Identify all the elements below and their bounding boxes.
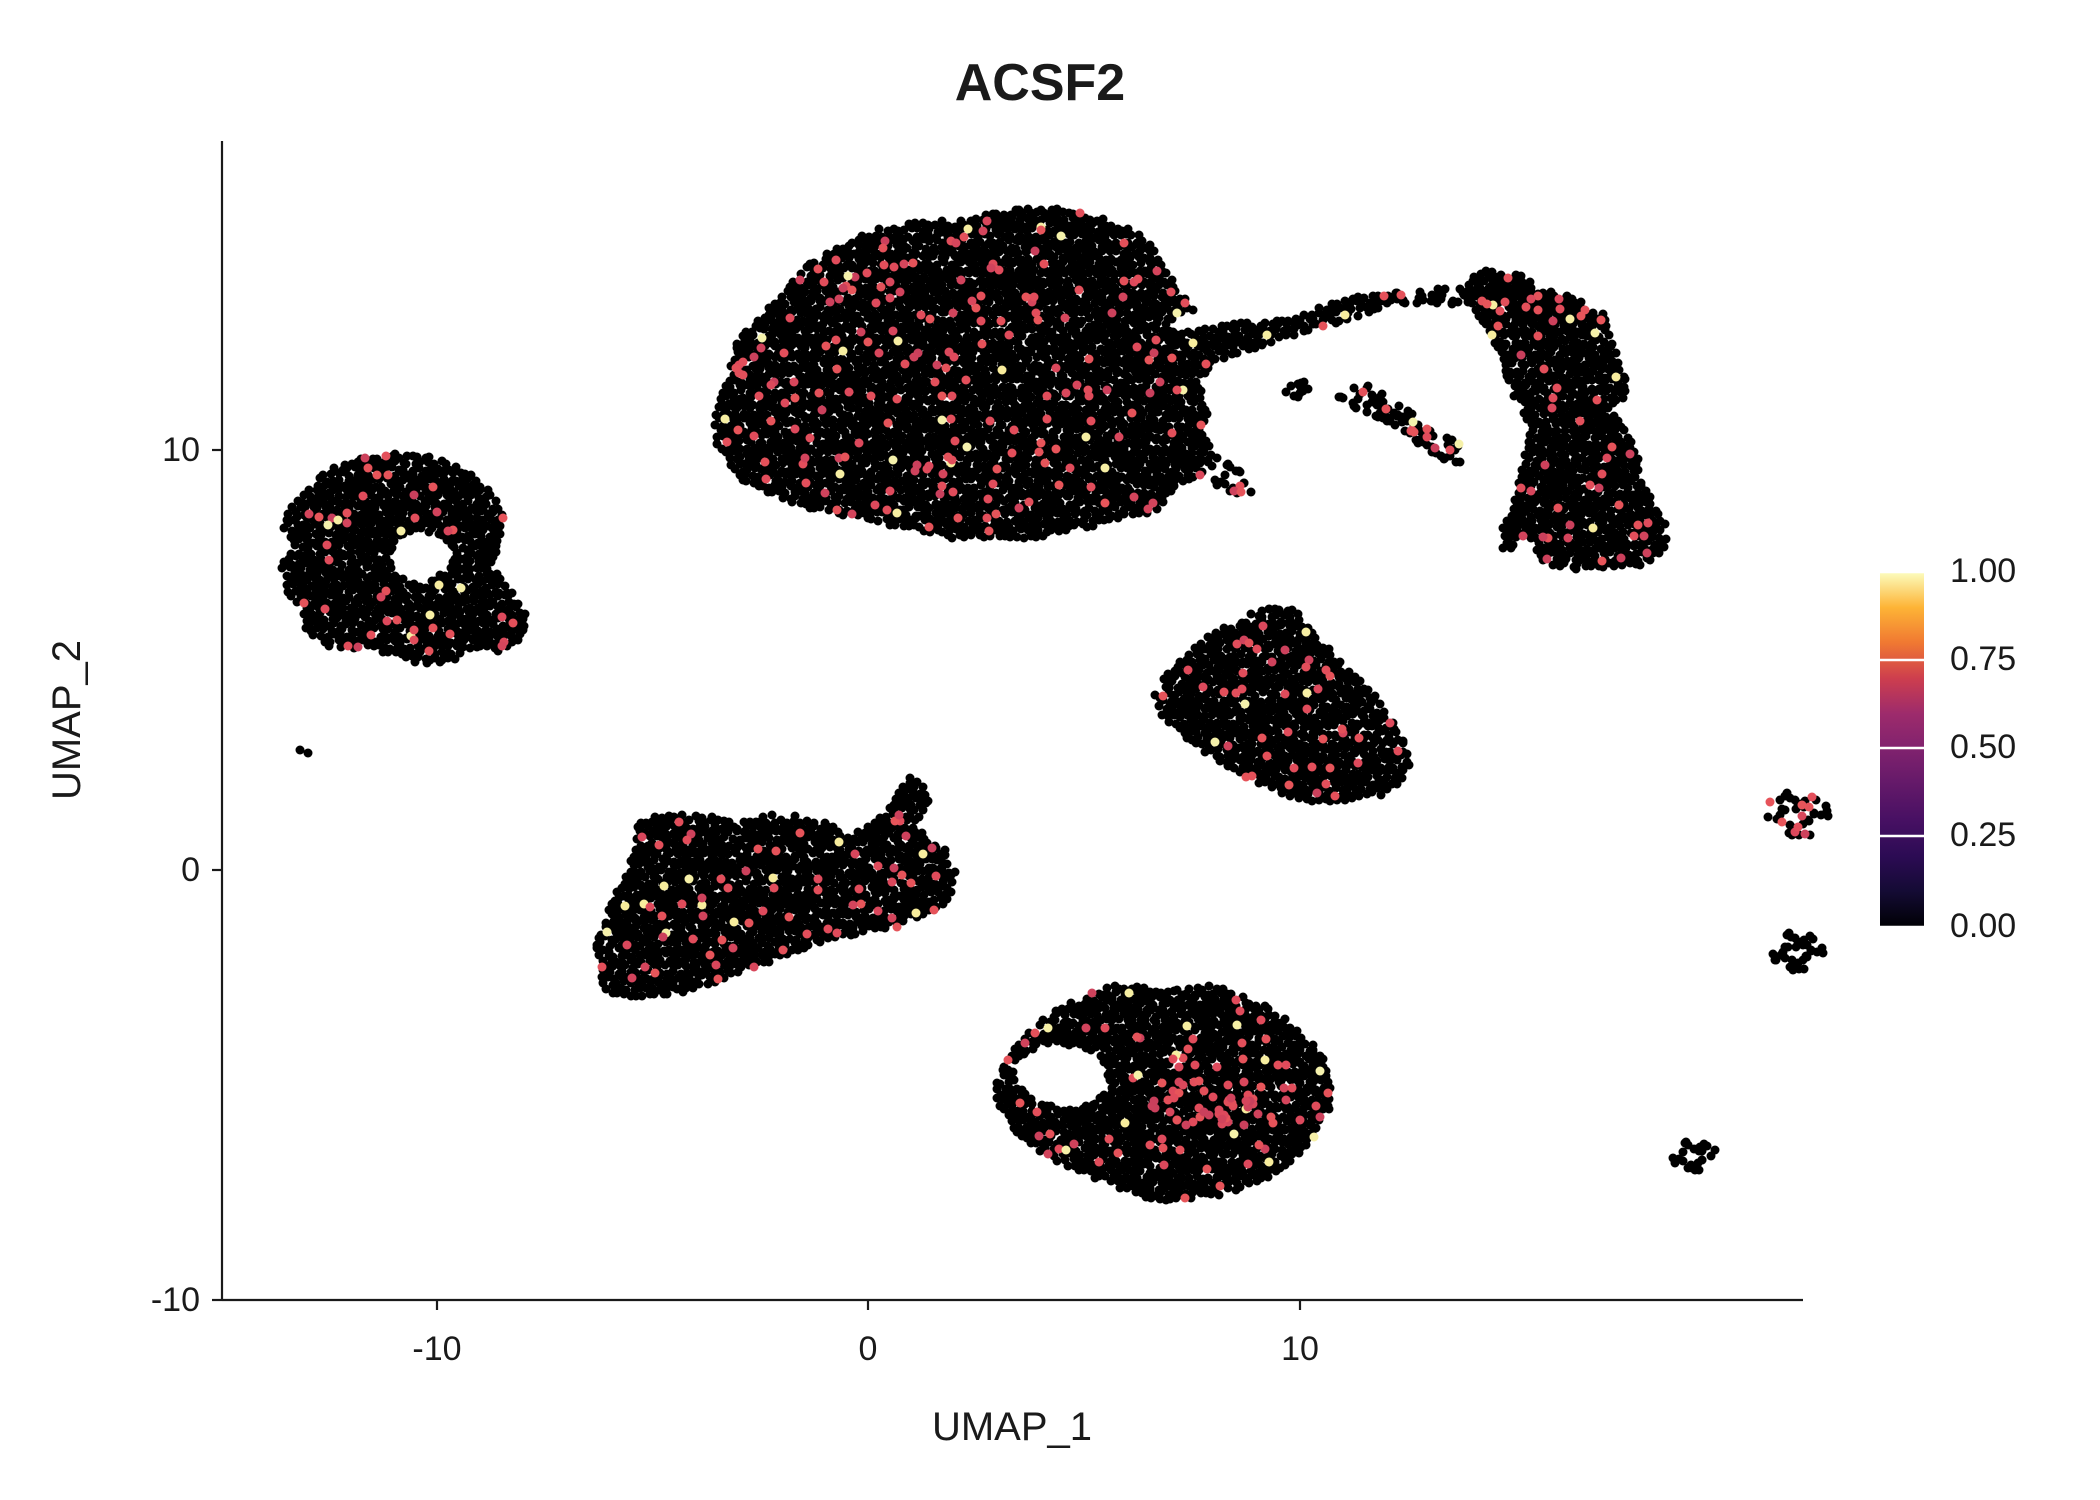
svg-text:ACSF2: ACSF2 (955, 54, 1125, 112)
